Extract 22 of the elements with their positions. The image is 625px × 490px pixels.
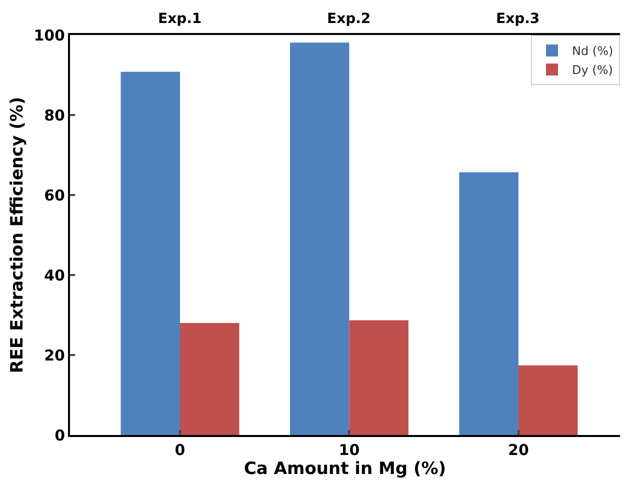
x-tick-label: 0 (174, 441, 186, 459)
bar (180, 323, 240, 435)
y-axis-title: REE Extraction Efficiency (%) (8, 96, 28, 374)
bar (518, 365, 578, 435)
y-tick-label: 80 (44, 106, 65, 124)
legend-label: Dy (%) (572, 63, 613, 78)
y-tick-label: 40 (44, 266, 65, 284)
y-tick-label: 0 (54, 426, 65, 444)
text: Exp.2 (327, 11, 371, 27)
bar (459, 172, 518, 435)
x-axis-title: Ca Amount in Mg (%) (244, 459, 446, 479)
y-tick-label: 100 (34, 26, 65, 44)
bar (290, 42, 350, 435)
bar (349, 320, 408, 435)
bar (120, 72, 180, 435)
y-tick-label: 60 (44, 186, 65, 204)
text: Exp.3 (496, 11, 540, 27)
legend-label: Nd (%) (572, 44, 614, 58)
y-tick-label: 20 (44, 346, 65, 364)
x-tick-label: 10 (338, 441, 360, 459)
text: Exp.1 (158, 11, 202, 27)
x-tick-label: 20 (508, 441, 529, 459)
